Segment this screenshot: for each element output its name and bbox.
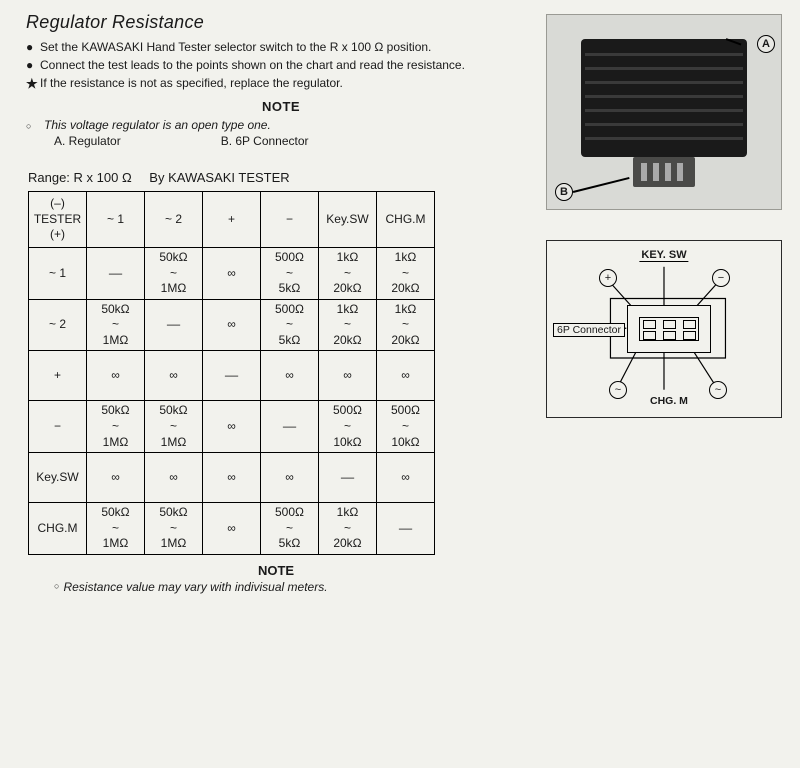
instruction-text: If the resistance is not as specified, r…: [40, 75, 343, 93]
hollow-circle-icon: ○: [26, 118, 44, 132]
bottom-note-text: Resistance value may vary with indivisua…: [63, 580, 327, 594]
row-header: ~ 1: [29, 247, 87, 299]
cell: 50kΩ~1MΩ: [145, 247, 203, 299]
instruction-item: ★ If the resistance is not as specified,…: [26, 75, 536, 93]
range-prefix: Range: R x 100 Ω: [28, 170, 132, 185]
photo-label-b: B: [555, 183, 573, 201]
col-header: CHG.M: [377, 191, 435, 247]
regulator-photo: A B: [546, 14, 782, 210]
legend-b: B. 6P Connector: [221, 134, 309, 148]
instruction-list: ● Set the KAWASAKI Hand Tester selector …: [26, 39, 536, 93]
cell: ∞: [377, 351, 435, 401]
chg-label: CHG. M: [650, 395, 688, 407]
cell: 50kΩ~1MΩ: [145, 401, 203, 453]
cell: 500Ω~10kΩ: [377, 401, 435, 453]
cell: ∞: [319, 351, 377, 401]
col-header: ~ 1: [87, 191, 145, 247]
corner-mid: TESTER: [34, 212, 81, 226]
row-header: Key.SW: [29, 453, 87, 503]
bottom-note-heading: NOTE: [46, 563, 506, 578]
cell: 1kΩ~20kΩ: [377, 299, 435, 351]
cell: ––: [203, 351, 261, 401]
cell: ∞: [203, 299, 261, 351]
cell: ∞: [87, 453, 145, 503]
bullet-dot: ●: [26, 39, 40, 55]
star-icon: ★: [26, 75, 40, 93]
table-row: Key.SW ∞ ∞ ∞ ∞ –– ∞: [29, 453, 435, 503]
instruction-text: Connect the test leads to the points sho…: [40, 57, 465, 73]
instruction-item: ● Set the KAWASAKI Hand Tester selector …: [26, 39, 536, 55]
cell: 50kΩ~1MΩ: [87, 401, 145, 453]
row-header: +: [29, 351, 87, 401]
cell: ∞: [203, 247, 261, 299]
cell: 50kΩ~1MΩ: [87, 299, 145, 351]
cell: 500Ω~10kΩ: [319, 401, 377, 453]
cell: ––: [145, 299, 203, 351]
cell: ∞: [261, 351, 319, 401]
resistance-table: (–) TESTER (+) ~ 1 ~ 2 + − Key.SW CHG.M …: [28, 191, 435, 555]
cell: 500Ω~5kΩ: [261, 247, 319, 299]
lead-line-icon: [573, 177, 630, 192]
cell: 1kΩ~20kΩ: [377, 247, 435, 299]
cell: 1kΩ~20kΩ: [319, 503, 377, 555]
cell: ––: [87, 247, 145, 299]
cell: 50kΩ~1MΩ: [87, 503, 145, 555]
photo-label-a: A: [757, 35, 775, 53]
row-header: CHG.M: [29, 503, 87, 555]
terminal-ac-icon: ~: [609, 381, 627, 399]
table-corner: (–) TESTER (+): [29, 191, 87, 247]
cell: 500Ω~5kΩ: [261, 503, 319, 555]
table-row: ~ 1 –– 50kΩ~1MΩ ∞ 500Ω~5kΩ 1kΩ~20kΩ 1kΩ~…: [29, 247, 435, 299]
col-header: +: [203, 191, 261, 247]
note-text: This voltage regulator is an open type o…: [44, 118, 271, 132]
table-row: ~ 2 50kΩ~1MΩ –– ∞ 500Ω~5kΩ 1kΩ~20kΩ 1kΩ~…: [29, 299, 435, 351]
corner-top: (–): [50, 196, 65, 210]
legend-a: A. Regulator: [54, 134, 121, 148]
note-heading: NOTE: [26, 99, 536, 114]
bullet-dot: ●: [26, 57, 40, 73]
cell: ∞: [377, 453, 435, 503]
cell: 50kΩ~1MΩ: [145, 503, 203, 555]
cell: 1kΩ~20kΩ: [319, 247, 377, 299]
cell: 1kΩ~20kΩ: [319, 299, 377, 351]
cell: ––: [319, 453, 377, 503]
cell: ∞: [203, 401, 261, 453]
cell: ∞: [145, 453, 203, 503]
connector-label: 6P Connector: [553, 323, 625, 337]
table-row: − 50kΩ~1MΩ 50kΩ~1MΩ ∞ –– 500Ω~10kΩ 500Ω~…: [29, 401, 435, 453]
range-suffix: By KAWASAKI TESTER: [149, 170, 289, 185]
regulator-connector: [633, 157, 695, 187]
corner-bot: (+): [50, 227, 65, 241]
row-header: ~ 2: [29, 299, 87, 351]
regulator-body: [581, 39, 747, 157]
table-row: + ∞ ∞ –– ∞ ∞ ∞: [29, 351, 435, 401]
table-row: CHG.M 50kΩ~1MΩ 50kΩ~1MΩ ∞ 500Ω~5kΩ 1kΩ~2…: [29, 503, 435, 555]
cell: ––: [377, 503, 435, 555]
cell: 500Ω~5kΩ: [261, 299, 319, 351]
cell: ∞: [261, 453, 319, 503]
row-header: −: [29, 401, 87, 453]
terminal-minus-icon: −: [712, 269, 730, 287]
terminal-plus-icon: +: [599, 269, 617, 287]
terminal-ac-icon: ~: [709, 381, 727, 399]
connector-inner: [639, 317, 699, 341]
instruction-item: ● Connect the test leads to the points s…: [26, 57, 536, 73]
instruction-text: Set the KAWASAKI Hand Tester selector sw…: [40, 39, 431, 55]
cell: ∞: [203, 453, 261, 503]
note-line: ○ This voltage regulator is an open type…: [26, 118, 536, 132]
cell: ∞: [145, 351, 203, 401]
bottom-note: ○Resistance value may vary with indivisu…: [54, 580, 782, 594]
col-header: −: [261, 191, 319, 247]
cell: ∞: [87, 351, 145, 401]
wiring-diagram: KEY. SW + − ~ ~ 6P Connector CHG. M: [546, 240, 782, 418]
cell: ∞: [203, 503, 261, 555]
cell: ––: [261, 401, 319, 453]
col-header: Key.SW: [319, 191, 377, 247]
col-header: ~ 2: [145, 191, 203, 247]
